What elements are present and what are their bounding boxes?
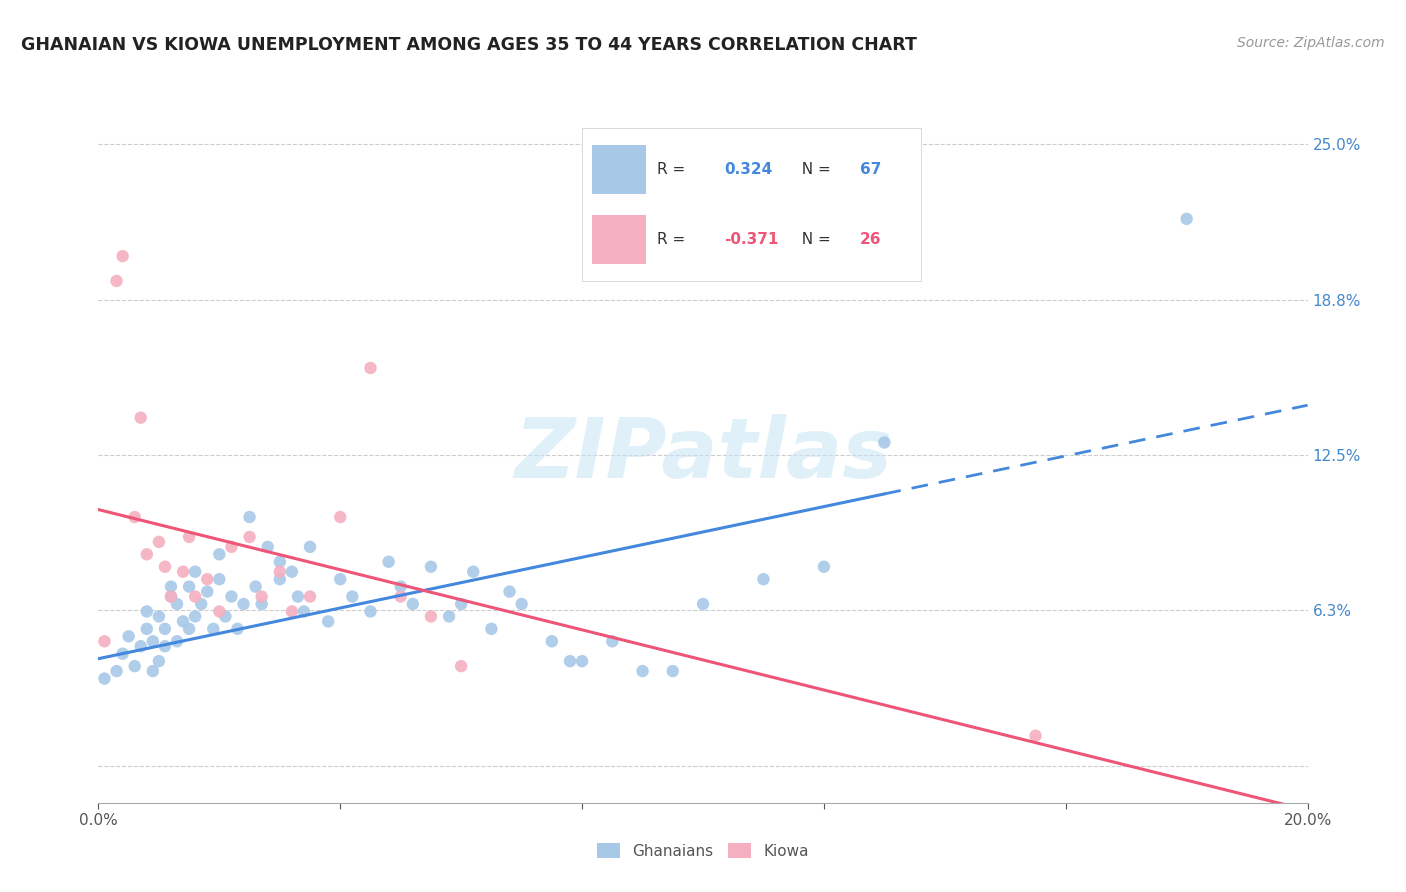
Text: Source: ZipAtlas.com: Source: ZipAtlas.com [1237, 36, 1385, 50]
Point [239, 510, 262, 524]
Point [342, 590, 364, 604]
Point [135, 622, 157, 636]
Point [269, 565, 291, 579]
Point [602, 634, 624, 648]
Point [420, 609, 443, 624]
Text: GHANAIAN VS KIOWA UNEMPLOYMENT AMONG AGES 35 TO 44 YEARS CORRELATION CHART: GHANAIAN VS KIOWA UNEMPLOYMENT AMONG AGE… [21, 36, 917, 54]
Point [179, 622, 201, 636]
Point [166, 634, 188, 648]
Point [269, 555, 291, 569]
Point [437, 609, 460, 624]
Point [281, 605, 304, 619]
Point [184, 590, 207, 604]
Point [558, 654, 581, 668]
Point [160, 580, 183, 594]
Point [498, 584, 520, 599]
Point [463, 565, 485, 579]
Point [184, 609, 207, 624]
Point [148, 609, 170, 624]
Point [420, 559, 443, 574]
Point [208, 605, 231, 619]
Point [148, 534, 170, 549]
Point [105, 664, 128, 678]
Point [160, 590, 183, 604]
Point [142, 664, 165, 678]
Point [377, 555, 399, 569]
Point [1024, 729, 1046, 743]
Point [221, 540, 243, 554]
Point [153, 622, 176, 636]
Point [195, 584, 218, 599]
Point [692, 597, 714, 611]
Point [269, 572, 291, 586]
Point [135, 547, 157, 561]
Point [118, 629, 141, 643]
Point [389, 580, 412, 594]
Point [153, 559, 176, 574]
Point [93, 672, 115, 686]
Point [226, 622, 249, 636]
Point [124, 659, 146, 673]
Point [172, 615, 194, 629]
Point [239, 530, 262, 544]
Point [142, 634, 165, 648]
Point [510, 597, 533, 611]
Point [316, 615, 339, 629]
Point [299, 590, 322, 604]
Legend: Ghanaians, Kiowa: Ghanaians, Kiowa [591, 837, 815, 864]
Point [172, 565, 194, 579]
Point [450, 597, 472, 611]
Point [214, 609, 236, 624]
Point [281, 565, 304, 579]
Point [329, 510, 352, 524]
Point [124, 510, 146, 524]
Point [631, 664, 654, 678]
Point [1175, 211, 1198, 226]
Point [873, 435, 896, 450]
Point [153, 639, 176, 653]
Point [256, 540, 278, 554]
Point [129, 410, 152, 425]
Point [208, 547, 231, 561]
Point [402, 597, 425, 611]
Point [360, 360, 382, 375]
Point [752, 572, 775, 586]
Point [148, 654, 170, 668]
Point [329, 572, 352, 586]
Point [250, 590, 273, 604]
Point [232, 597, 254, 611]
Text: ZIPatlas: ZIPatlas [515, 415, 891, 495]
Point [111, 647, 134, 661]
Point [221, 590, 243, 604]
Point [190, 597, 212, 611]
Point [389, 590, 412, 604]
Point [93, 634, 115, 648]
Point [540, 634, 562, 648]
Point [245, 580, 267, 594]
Point [202, 622, 225, 636]
Point [287, 590, 309, 604]
Point [292, 605, 315, 619]
Point [450, 659, 472, 673]
Point [111, 249, 134, 263]
Point [299, 540, 322, 554]
Point [160, 590, 183, 604]
Point [360, 605, 382, 619]
Point [208, 572, 231, 586]
Point [179, 530, 201, 544]
Point [481, 622, 503, 636]
Point [661, 664, 683, 678]
Point [179, 580, 201, 594]
Point [135, 605, 157, 619]
Point [813, 559, 835, 574]
Point [129, 639, 152, 653]
Point [571, 654, 593, 668]
Point [184, 565, 207, 579]
Point [105, 274, 128, 288]
Point [166, 597, 188, 611]
Point [250, 597, 273, 611]
Point [195, 572, 218, 586]
